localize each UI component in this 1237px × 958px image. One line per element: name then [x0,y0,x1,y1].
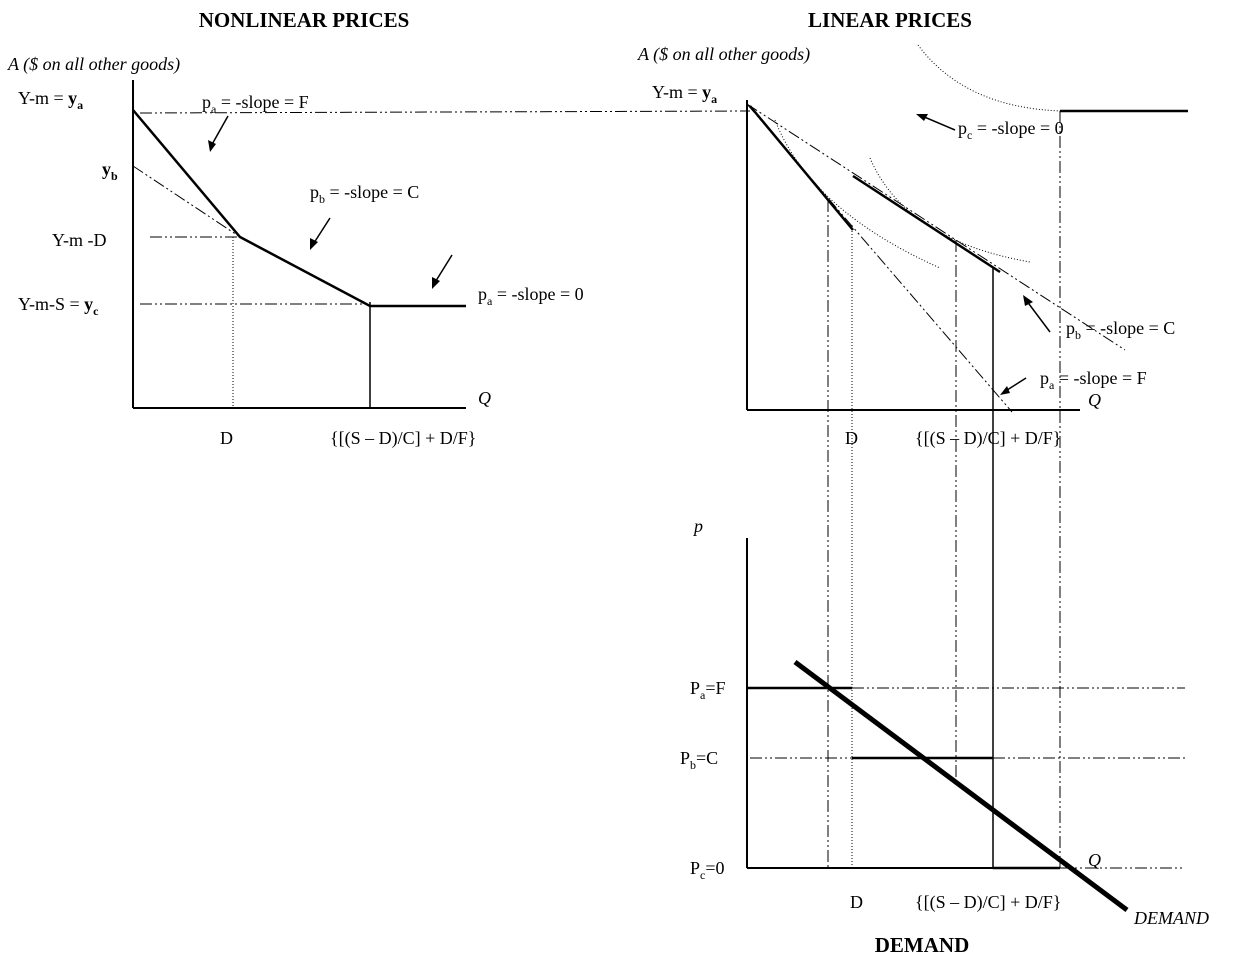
left-pa-slope-0-label: pa = -slope = 0 [478,284,584,308]
demand-pa-label: Pa=F [690,678,726,702]
indifference-curve-3 [917,44,1063,112]
title-nonlinear-prices: NONLINEAR PRICES [199,8,410,32]
right-pc-slope-arrow [921,115,956,131]
right-pb-budget-line [746,103,1126,351]
left-q-axis-label: Q [478,388,491,408]
left-x-d-label: D [220,428,233,448]
right-pa-budget-line [746,103,1013,413]
demand-curve [793,659,1129,913]
left-x-expr-label: {[(S – D)/C] + D/F} [330,428,476,449]
left-pa-slope-f-arrowhead [208,140,216,152]
nonlinear-budget-constraint [132,109,466,308]
panel-linear: A ($ on all other goods) Q Y-m = ya pc =… [637,44,1188,868]
left-yb-label: yb [102,159,118,183]
right-ya-label: Y-m = ya [652,82,717,106]
left-y-axis-label: A ($ on all other goods) [7,54,180,75]
demand-x-expr-label: {[(S – D)/C] + D/F} [915,892,1061,913]
right-pb-slope-label: pb = -slope = C [1066,318,1175,342]
demand-q-axis-label: Q [1088,850,1101,870]
right-q-axis-label: Q [1088,390,1101,410]
indifference-curve-2 [869,157,1031,263]
title-linear-prices: LINEAR PRICES [808,8,972,32]
right-pa-slope-arrowhead [1000,386,1010,395]
right-pb-slope-arrowhead [1023,295,1033,306]
demand-x-d-label: D [850,892,863,912]
right-y-axis-label: A ($ on all other goods) [637,44,810,65]
title-demand: DEMAND [875,933,970,957]
demand-p-axis-label: p [692,516,703,536]
left-ya-label: Y-m = ya [18,88,83,112]
left-ymd-label: Y-m -D [52,230,107,250]
left-yc-label: Y-m-S = yc [18,294,99,318]
right-pc-slope-label: pc = -slope = 0 [958,118,1064,142]
panel-demand: p Q DEMAND Pa=F Pb=C Pc=0 D {[(S – D)/C]… [680,516,1209,928]
right-x-expr-label: {[(S – D)/C] + D/F} [915,428,1061,449]
right-pa-tangent-segment [749,105,854,231]
right-pb-tangent-segment [852,174,1001,274]
left-pb-slope-c-label: pb = -slope = C [310,182,419,206]
demand-pc-label: Pc=0 [690,858,725,882]
right-pc-slope-arrowhead [916,114,928,121]
right-pb-slope-arrow [1025,299,1051,333]
panel-nonlinear: A ($ on all other goods) Q Y-m = ya yb Y… [7,54,751,449]
right-x-d-label: D [845,428,858,448]
right-pa-slope-label: pa = -slope = F [1040,368,1147,392]
indifference-curve-1 [774,119,941,269]
left-pa-slope-f-label: pa = -slope = F [202,92,309,116]
ya-reference-line [139,110,751,114]
left-pb-slope-c-arrowhead [310,238,318,250]
left-pa-slope-0-arrow [433,254,453,285]
yb-extension-line [132,165,241,238]
demand-pb-label: Pb=C [680,748,718,772]
demand-curve-label: DEMAND [1133,908,1209,928]
left-pa-slope-0-arrowhead [432,277,440,289]
